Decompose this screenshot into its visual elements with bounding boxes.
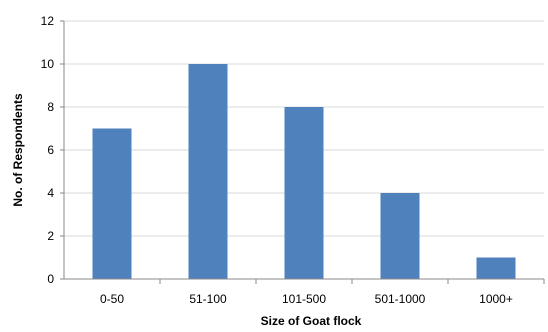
- y-tick-labels: 0 2 4 6 8 10 12: [41, 14, 64, 286]
- x-axis-title: Size of Goat flock: [261, 314, 362, 328]
- bar-51-100: [188, 64, 228, 279]
- y-tick-label: 8: [47, 100, 54, 114]
- y-axis-title: No. of Respondents: [11, 93, 25, 207]
- y-tick-label: 2: [47, 229, 54, 243]
- x-tick-label: 501-1000: [375, 292, 426, 306]
- y-tick-label: 0: [47, 272, 54, 286]
- bar-1000+: [476, 257, 516, 279]
- bars: [92, 64, 516, 279]
- y-tick-label: 6: [47, 143, 54, 157]
- bar-101-500: [284, 107, 324, 279]
- x-tick-label: 101-500: [282, 292, 326, 306]
- x-tick-label: 1000+: [479, 292, 513, 306]
- bar-501-1000: [380, 193, 420, 279]
- x-tick-label: 51-100: [189, 292, 227, 306]
- y-tick-label: 10: [41, 57, 55, 71]
- x-tick-labels: 0-50 51-100 101-500 501-1000 1000+: [100, 279, 545, 306]
- y-tick-label: 4: [47, 186, 54, 200]
- bar-0-50: [92, 128, 132, 279]
- y-tick-label: 12: [41, 14, 55, 28]
- x-tick-label: 0-50: [100, 292, 124, 306]
